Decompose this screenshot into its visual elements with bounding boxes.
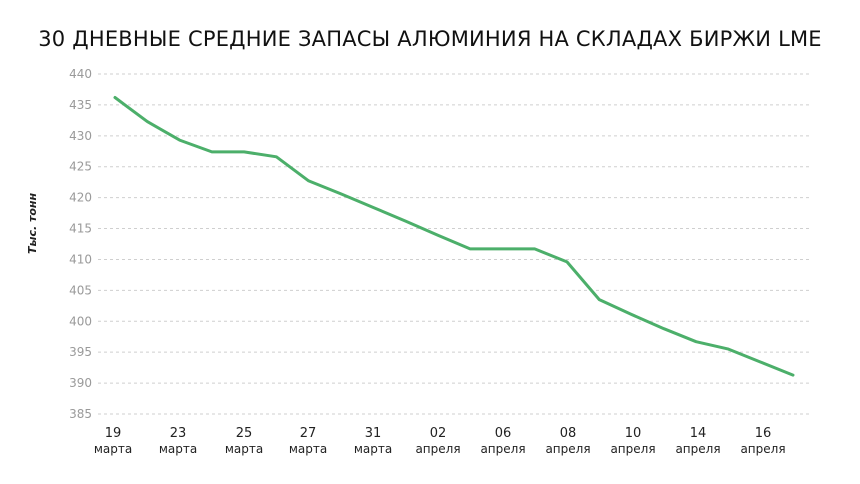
y-tick-label: 405 <box>69 283 92 297</box>
y-tick-label: 435 <box>69 98 92 112</box>
x-tick-month: марта <box>289 442 327 456</box>
x-axis-ticks: 19марта23марта25марта27марта31марта02апр… <box>94 426 786 456</box>
x-tick-day: 27 <box>300 426 317 441</box>
x-tick-month: апреля <box>740 442 785 456</box>
gridlines <box>98 73 812 415</box>
y-tick-label: 420 <box>69 191 92 205</box>
y-tick-label: 440 <box>69 67 92 81</box>
x-tick-day: 14 <box>690 426 707 441</box>
x-tick-month: марта <box>159 442 197 456</box>
x-tick-month: апреля <box>480 442 525 456</box>
chart-title: 30 ДНЕВНЫЕ СРЕДНИЕ ЗАПАСЫ АЛЮМИНИЯ НА СК… <box>38 27 822 51</box>
x-tick-month: апреля <box>415 442 460 456</box>
x-tick-day: 08 <box>560 426 577 441</box>
y-tick-label: 430 <box>69 129 92 143</box>
x-tick-day: 10 <box>625 426 642 441</box>
x-tick-month: апреля <box>545 442 590 456</box>
y-tick-label: 410 <box>69 252 92 266</box>
x-tick-day: 31 <box>365 426 382 441</box>
aluminium-stock-line <box>113 96 795 377</box>
x-tick-month: марта <box>225 442 263 456</box>
x-tick-month: марта <box>94 442 132 456</box>
y-tick-label: 415 <box>69 222 92 236</box>
y-tick-label: 385 <box>69 407 92 421</box>
y-tick-label: 400 <box>69 314 92 328</box>
x-tick-day: 16 <box>755 426 772 441</box>
x-tick-day: 23 <box>170 426 187 441</box>
y-tick-label: 395 <box>69 345 92 359</box>
y-axis-ticks: 440 435 430 425 420 415 410 405 400 395 390 385 <box>69 67 92 421</box>
x-tick-day: 19 <box>105 426 122 441</box>
x-tick-month: апреля <box>675 442 720 456</box>
x-tick-day: 06 <box>495 426 512 441</box>
y-tick-label: 425 <box>69 160 92 174</box>
x-tick-month: марта <box>354 442 392 456</box>
x-tick-day: 02 <box>430 426 447 441</box>
y-tick-label: 390 <box>69 376 92 390</box>
x-tick-month: апреля <box>610 442 655 456</box>
x-tick-day: 25 <box>236 426 253 441</box>
